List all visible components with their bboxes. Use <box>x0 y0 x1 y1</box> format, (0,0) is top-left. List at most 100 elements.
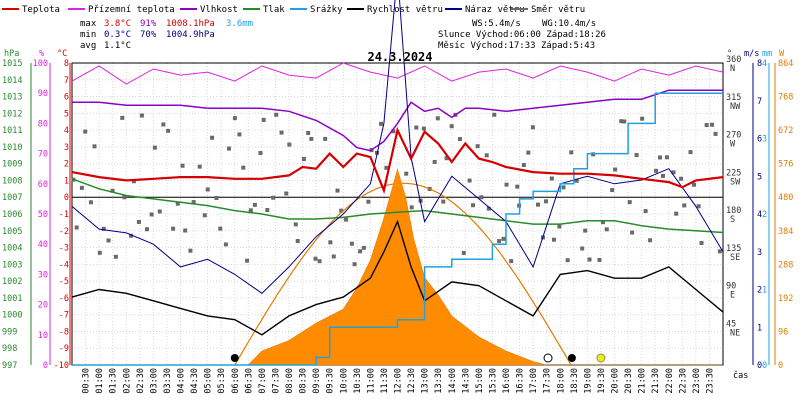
wind-direction-point <box>457 137 462 142</box>
time-tick-label: 05:00 <box>204 368 214 394</box>
wind-direction-point <box>613 167 618 172</box>
hpa-tick-label: 1005 <box>2 227 22 237</box>
time-tick-label: 14:00 <box>448 368 458 394</box>
temp-tick-label: -2 <box>59 227 69 237</box>
wind-direction-point <box>210 135 215 140</box>
ms-tick-label: 7 <box>757 97 762 107</box>
pct-tick-label: 0 <box>43 361 48 371</box>
wind-direction-point <box>344 217 349 222</box>
wind-direction-point <box>597 257 602 262</box>
pct-tick-label: 30 <box>38 270 48 280</box>
time-tick-label: 02:30 <box>136 368 146 394</box>
wind-direction-point <box>245 258 250 263</box>
wind-direction-point <box>717 249 722 254</box>
mm-tick-label: 3 <box>762 135 767 145</box>
stat-min-press: 1004.9hPa <box>166 30 215 40</box>
wind-direction-point <box>432 159 437 164</box>
pct-tick-label: 20 <box>38 301 48 311</box>
time-tick-label: 14:30 <box>461 368 471 394</box>
wind-direction-point <box>136 219 141 224</box>
wind-direction-point <box>414 125 419 130</box>
wind-direction-point <box>309 136 314 141</box>
legend: Teplota Přízemní teplota Vlhkost Tlak Srážky… <box>2 5 585 15</box>
mm-tick-label: 1 <box>762 286 767 296</box>
wind-direction-point <box>88 200 93 205</box>
mm-tick-label: 0 <box>762 361 767 371</box>
temp-tick-label: 1 <box>64 176 69 186</box>
time-tick-label: 01:00 <box>95 368 105 394</box>
time-tick-label: 23:30 <box>705 368 715 394</box>
pct-tick-label: 90 <box>38 89 48 99</box>
wind-direction-point <box>634 153 639 158</box>
w-tick-label: 768 <box>778 93 793 103</box>
wind-direction-point <box>492 112 497 117</box>
hpa-tick-label: 1006 <box>2 210 22 220</box>
wind-direction-point <box>180 163 185 168</box>
temp-tick-label: 5 <box>64 109 69 119</box>
temp-tick-label: -9 <box>59 344 69 354</box>
stat-max-temp: 3.8°C <box>104 19 131 29</box>
legend-label: Tlak <box>263 5 285 15</box>
w-tick-label: 480 <box>778 193 793 203</box>
wind-direction-point <box>654 168 659 173</box>
wind-direction-point <box>619 119 624 124</box>
time-tick-label: 02:00 <box>122 368 132 394</box>
hpa-tick-label: 1012 <box>2 109 22 119</box>
wind-direction-point <box>692 182 697 187</box>
wind-direction-point <box>600 220 605 225</box>
wind-direction-point <box>349 241 354 246</box>
wind-direction-point <box>557 224 562 229</box>
temp-tick-label: 0 <box>64 193 69 203</box>
temp-tick-label: -6 <box>59 294 69 304</box>
wind-direction-point <box>379 121 384 126</box>
wind-direction-point <box>561 185 566 190</box>
time-tick-label: 15:00 <box>475 368 485 394</box>
wind-direction-point <box>306 131 311 136</box>
wind-direction-point <box>122 195 127 200</box>
time-tick-label: 22:00 <box>665 368 675 394</box>
stat-avg-label: avg <box>80 41 96 51</box>
wind-direction-point <box>640 116 645 121</box>
temp-tick-label: -3 <box>59 244 69 254</box>
time-tick-label: 11:30 <box>380 368 390 394</box>
time-tick-label: 15:30 <box>488 368 498 394</box>
hpa-tick-label: 1009 <box>2 160 22 170</box>
hpa-tick-label: 1011 <box>2 126 22 136</box>
wind-direction-point <box>166 128 171 133</box>
wind-direction-point <box>323 136 328 141</box>
temp-tick-label: 8 <box>64 59 69 69</box>
direction-degree-label: 360 <box>726 55 741 65</box>
sunrise-marker <box>230 354 239 362</box>
pct-tick-label: 10 <box>38 331 48 341</box>
temp-tick-label: -7 <box>59 311 69 321</box>
w-tick-label: 384 <box>778 227 793 237</box>
wind-direction-point <box>658 155 663 160</box>
wind-direction-point <box>509 259 514 264</box>
w-tick-label: 96 <box>778 327 788 337</box>
wind-direction-point <box>699 240 704 245</box>
wind-direction-point <box>696 204 701 209</box>
wind-direction-point <box>83 129 88 134</box>
pct-tick-label: 80 <box>38 119 48 129</box>
stat-min-hum: 70% <box>140 30 157 40</box>
direction-compass-label: S <box>730 215 735 225</box>
temp-tick-label: -5 <box>59 277 69 287</box>
time-tick-label: 06:00 <box>231 368 241 394</box>
precipitation-line <box>72 92 723 366</box>
info-wg: WG:10.4m/s <box>542 19 596 29</box>
time-tick-label: 22:30 <box>678 368 688 394</box>
wind-direction-point <box>543 199 548 204</box>
wind-direction-point <box>384 165 389 170</box>
legend-label: Přízemní teplota <box>88 5 175 15</box>
legend-label: Směr větru <box>531 5 585 15</box>
wind-direction-point <box>622 119 627 124</box>
time-tick-label: 20:30 <box>624 368 634 394</box>
wind-direction-point <box>475 144 480 149</box>
wind-direction-point <box>671 170 676 175</box>
wind-direction-point <box>284 191 289 196</box>
stat-avg-temp: 1.1°C <box>104 41 131 51</box>
ms-tick-label: 8 <box>757 59 762 69</box>
wind-direction-point <box>484 153 489 158</box>
time-tick-label: 06:30 <box>244 368 254 394</box>
